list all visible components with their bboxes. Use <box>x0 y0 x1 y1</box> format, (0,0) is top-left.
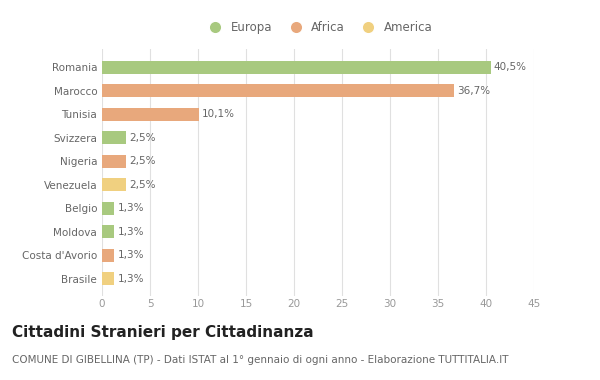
Text: 2,5%: 2,5% <box>129 156 155 166</box>
Legend: Europa, Africa, America: Europa, Africa, America <box>199 16 437 38</box>
Text: 36,7%: 36,7% <box>457 86 490 96</box>
Text: 2,5%: 2,5% <box>129 133 155 142</box>
Bar <box>102 108 199 120</box>
Bar <box>102 155 126 168</box>
Bar <box>102 225 115 238</box>
Bar <box>102 202 115 215</box>
Text: 2,5%: 2,5% <box>129 180 155 190</box>
Text: 1,3%: 1,3% <box>118 274 144 284</box>
Text: 40,5%: 40,5% <box>494 62 527 72</box>
Text: Cittadini Stranieri per Cittadinanza: Cittadini Stranieri per Cittadinanza <box>12 325 314 340</box>
Text: 1,3%: 1,3% <box>118 250 144 260</box>
Text: 10,1%: 10,1% <box>202 109 235 119</box>
Text: 1,3%: 1,3% <box>118 203 144 213</box>
Bar <box>102 249 115 262</box>
Bar <box>102 272 115 285</box>
Text: COMUNE DI GIBELLINA (TP) - Dati ISTAT al 1° gennaio di ogni anno - Elaborazione : COMUNE DI GIBELLINA (TP) - Dati ISTAT al… <box>12 355 509 365</box>
Bar <box>102 178 126 191</box>
Bar <box>102 131 126 144</box>
Text: 1,3%: 1,3% <box>118 227 144 237</box>
Bar <box>102 61 491 74</box>
Bar <box>102 84 454 97</box>
